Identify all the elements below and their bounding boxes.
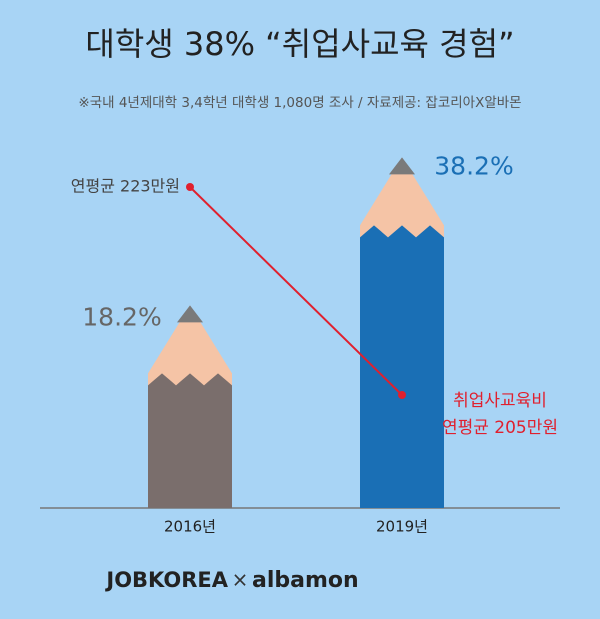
pencil-lead [177,305,203,323]
footer: JOBKOREA × albamon [104,568,358,594]
x-tick-label: 2016년 [164,518,216,536]
cost-point [186,183,194,191]
cost-label: 연평균 205만원 [442,418,558,438]
value-label: 38.2% [434,151,513,180]
cost-line [189,186,403,396]
pencil-body [148,373,232,508]
chart-title: 대학생 38% “취업사교육 경험” [85,25,514,63]
cost-point [398,391,406,399]
footer-logo: JOBKOREA [104,568,228,592]
value-label: 18.2% [82,302,161,331]
footer-separator: × [232,568,249,592]
footer-logo: albamon [252,568,359,593]
chart-subtitle: ※국내 4년제대학 3,4학년 대학생 1,080명 조사 / 자료제공: 잡코… [78,95,521,111]
pencil-wood [148,305,232,386]
x-tick-label: 2019년 [376,518,428,536]
cost-label: 연평균 223만원 [71,177,180,196]
pencil-wood [360,157,444,238]
cost-series-name: 취업사교육비 [453,391,547,411]
pencil-lead [389,157,415,175]
